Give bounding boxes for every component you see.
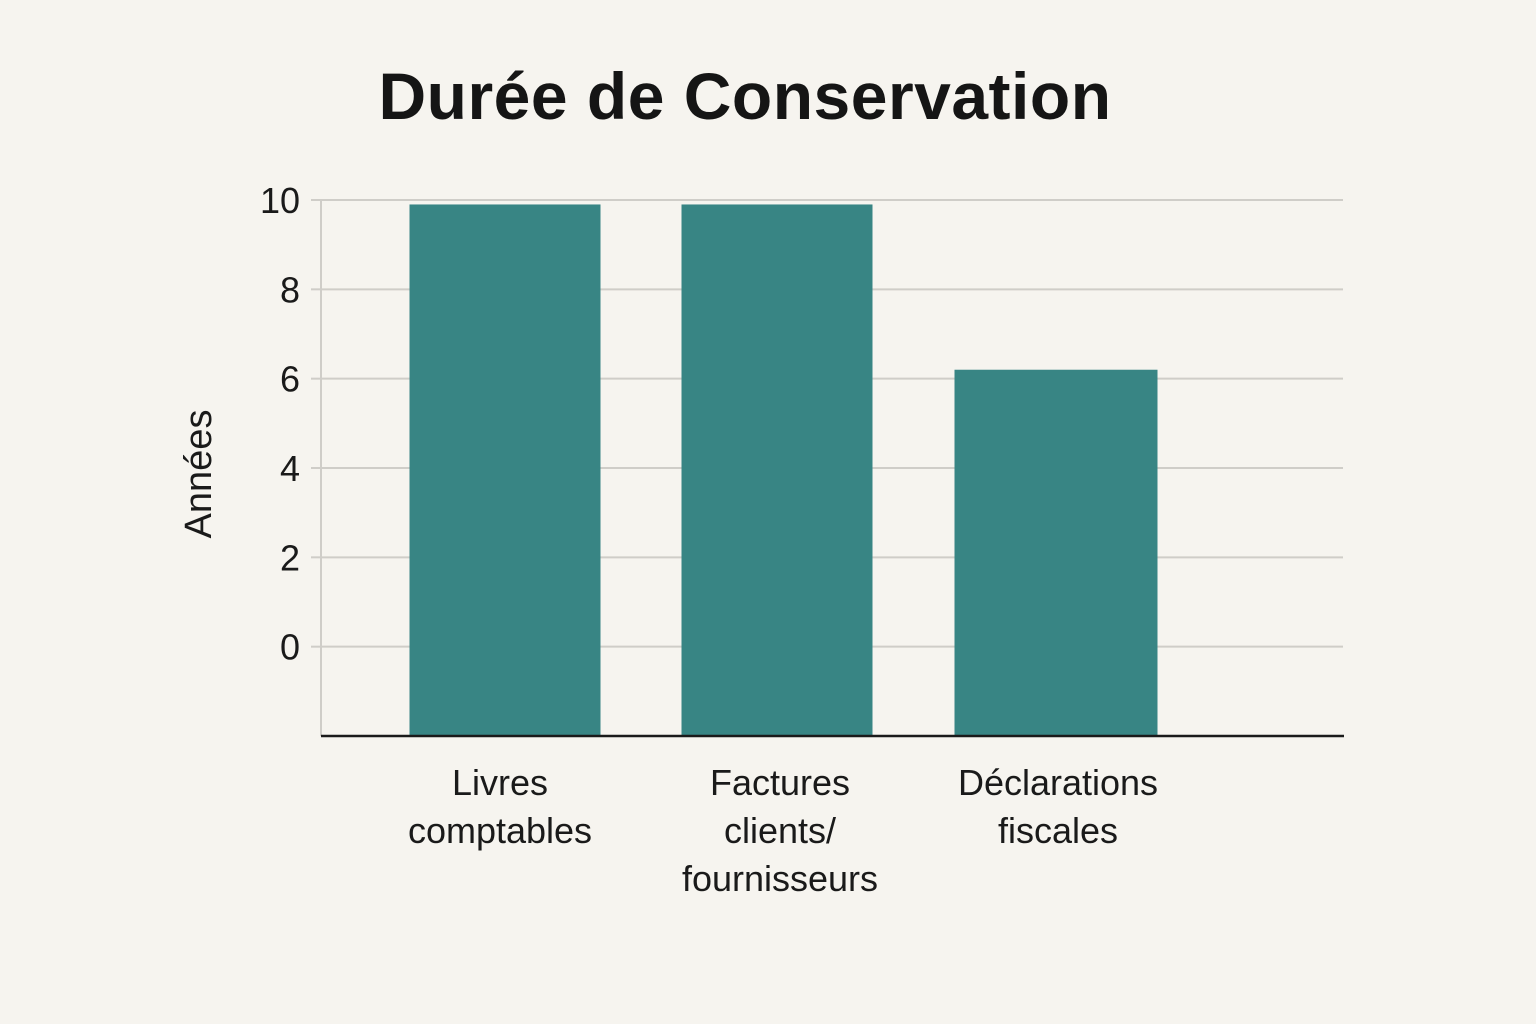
y-axis-title: Années xyxy=(178,410,220,539)
labels: 0 2 4 6 8 10 Livres comptables Factures clients/f… xyxy=(178,180,1158,899)
y-tick-label-8: 8 xyxy=(280,269,300,310)
x-category-label-1: Livres comptables xyxy=(408,762,592,851)
y-tick-label-4: 4 xyxy=(280,448,300,489)
axes xyxy=(320,200,1344,738)
bar-2 xyxy=(681,204,873,736)
bar-1 xyxy=(409,204,601,736)
bars xyxy=(409,204,1158,736)
x-category-label-3: Déclarations fiscales xyxy=(958,762,1158,851)
y-tick-label-2: 2 xyxy=(280,537,300,578)
bar-3 xyxy=(954,369,1158,736)
x-category-label-2: Factures clients/fournisseurs xyxy=(682,762,878,899)
y-tick-label-10: 10 xyxy=(260,180,300,221)
y-tick-label-0: 0 xyxy=(280,627,300,668)
chart-title: Durée de Conservation xyxy=(378,59,1112,133)
y-tick-label-6: 6 xyxy=(280,359,300,400)
